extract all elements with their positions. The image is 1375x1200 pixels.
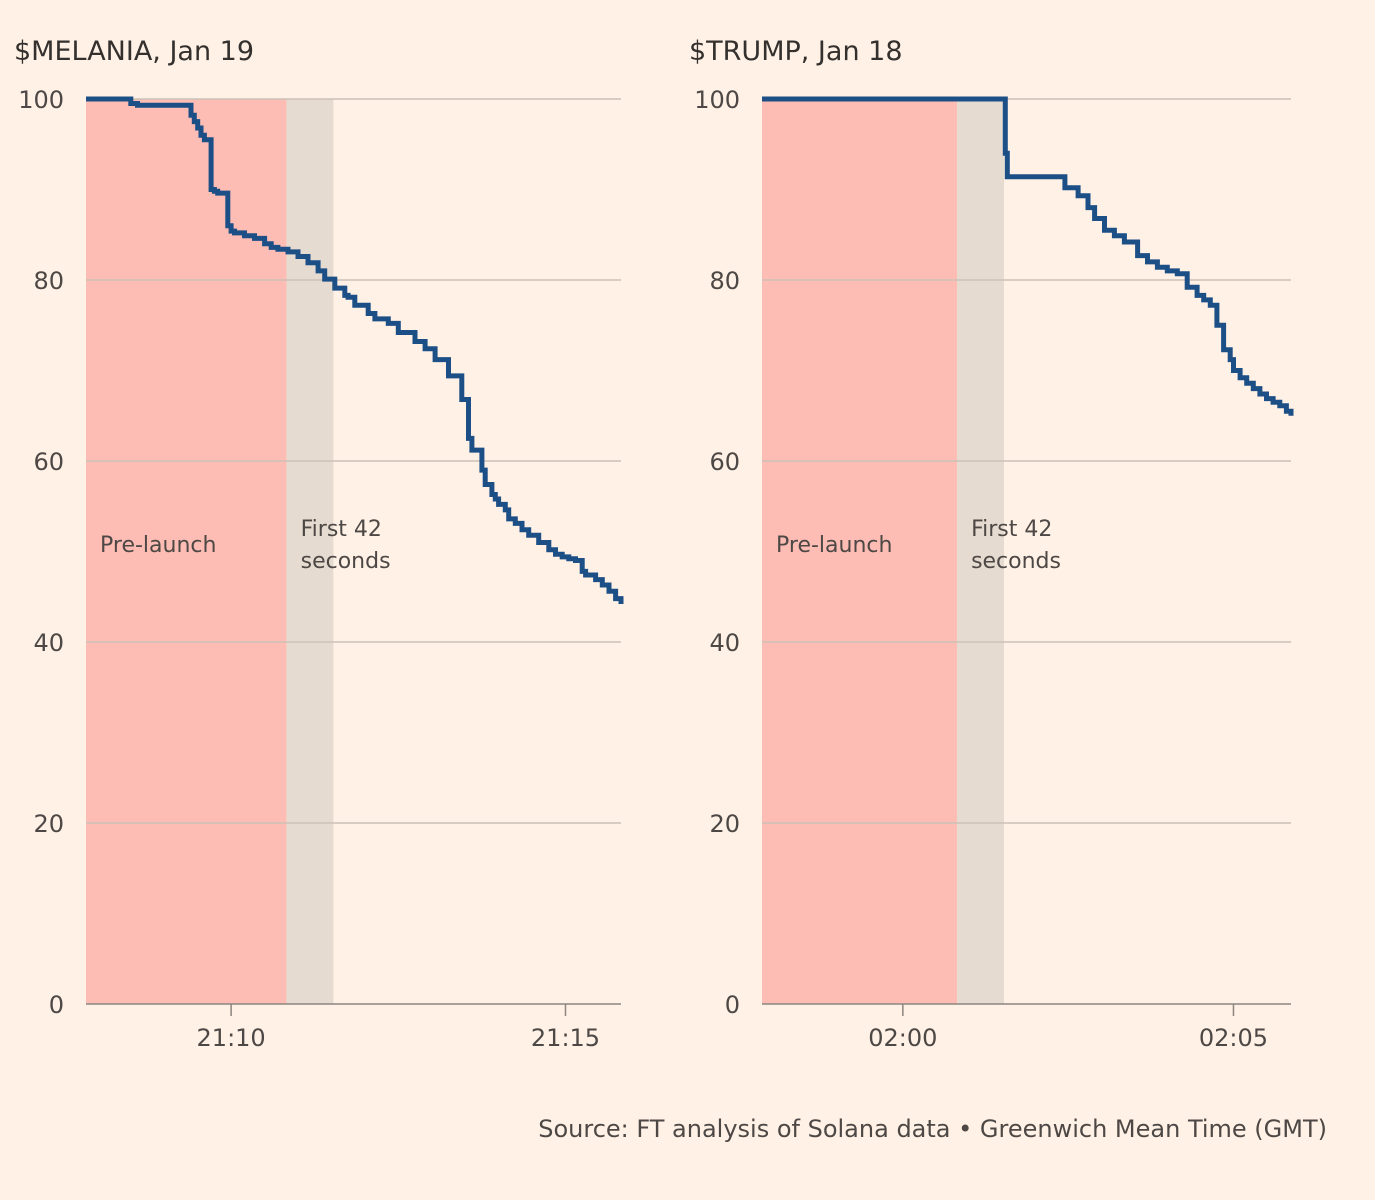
band-label-prelaunch: Pre-launch [776,533,892,558]
x-tick-label-2110: 21:10 [197,1024,266,1052]
band-label-line: Pre-launch [100,533,216,558]
y-tick-label-0: 0 [725,991,740,1019]
chart-title-melania: $MELANIA, Jan 19 [14,36,254,67]
y-tick-label-20: 20 [709,810,740,838]
band-label-line: Pre-launch [776,533,892,558]
chart-title-trump: $TRUMP, Jan 18 [689,36,903,67]
band-label-first42: First 42 seconds [301,517,391,574]
y-tick-label-80: 80 [709,267,740,295]
y-tick-label-40: 40 [709,629,740,657]
y-tick-label-100: 100 [694,86,740,114]
band-label-line: First 42 [301,517,382,542]
y-tick-label-20: 20 [33,810,64,838]
y-tick-label-80: 80 [33,267,64,295]
chart-melania: 21:10 21:15 0 20 40 60 80 100 Pre-launch First 42… [14,36,624,1052]
x-tick-label-0205: 02:05 [1199,1024,1268,1052]
series-line-melania [86,96,624,604]
band-prelaunch [762,99,958,1004]
band-label-line: seconds [971,549,1061,574]
x-tick-label-0200: 02:00 [868,1024,937,1052]
series-line-trump [762,96,1294,416]
y-tick-label-60: 60 [33,448,64,476]
y-tick-label-0: 0 [49,991,64,1019]
band-label-line: seconds [301,549,391,574]
y-tick-label-40: 40 [33,629,64,657]
band-label-line: First 42 [971,517,1052,542]
x-tick-label-2115: 21:15 [531,1024,600,1052]
y-tick-label-60: 60 [709,448,740,476]
band-first42 [957,99,1005,1004]
band-prelaunch [86,99,287,1004]
chart-trump: 02:00 02:05 0 20 40 60 80 100 Pre-launch First 42… [689,36,1294,1052]
source-note: Source: FT analysis of Solana data • Gre… [538,1115,1327,1143]
band-label-first42: First 42 seconds [971,517,1061,574]
y-tick-label-100: 100 [18,86,64,114]
band-label-prelaunch: Pre-launch [100,533,216,558]
